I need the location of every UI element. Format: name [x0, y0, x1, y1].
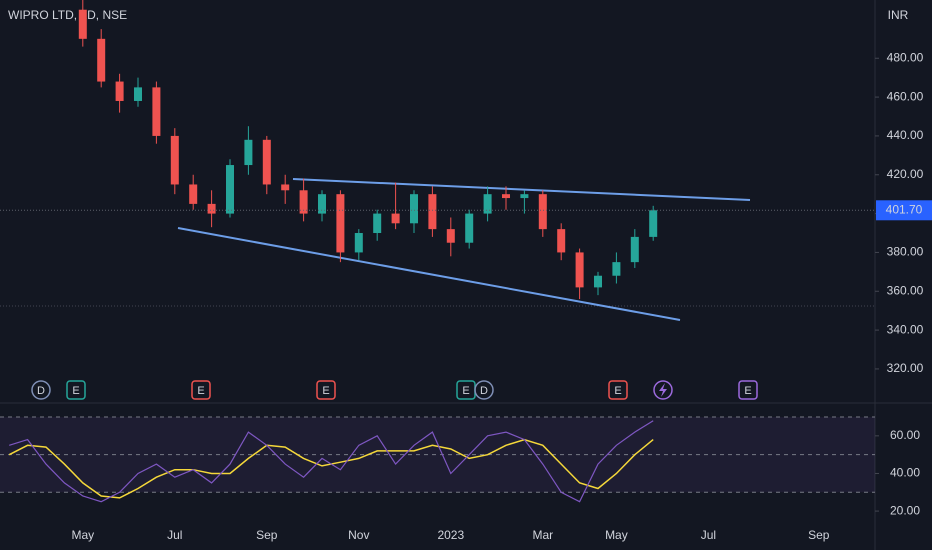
- candle-body: [612, 262, 621, 276]
- candle-body: [336, 194, 345, 253]
- currency: INR: [888, 8, 909, 22]
- candle-body: [649, 210, 658, 237]
- event-label: D: [37, 385, 45, 397]
- event-label: D: [480, 385, 488, 397]
- candle-body: [575, 252, 584, 288]
- y-tick-label: 60.00: [890, 428, 920, 442]
- candle-body: [318, 194, 326, 214]
- y-tick-label: 460.00: [887, 89, 924, 103]
- y-tick-label: 380.00: [887, 245, 924, 259]
- candle-body: [520, 194, 529, 199]
- candle-body: [538, 194, 547, 230]
- candle-body: [115, 81, 124, 101]
- candle-body: [207, 203, 216, 214]
- candle-body: [189, 184, 198, 204]
- event-label: E: [744, 385, 751, 397]
- candle-body: [226, 165, 234, 214]
- x-tick-label: Nov: [348, 528, 369, 542]
- candle-body: [97, 38, 106, 82]
- event-label: E: [197, 385, 204, 397]
- event-marker[interactable]: [316, 380, 336, 400]
- y-tick-label: 440.00: [887, 128, 924, 142]
- candle-body: [262, 139, 271, 185]
- y-tick-label: 20.00: [890, 503, 920, 517]
- event-label: E: [322, 385, 329, 397]
- y-tick-label: 40.00: [890, 466, 920, 480]
- event-label: E: [614, 385, 621, 397]
- x-tick-label: Mar: [532, 528, 553, 542]
- candle-body: [465, 213, 474, 243]
- trend-line: [177, 227, 681, 321]
- rsi-lines: [8, 420, 654, 503]
- event-marker[interactable]: [191, 380, 211, 400]
- event-marker[interactable]: [31, 380, 51, 400]
- last-price-label: 401.70: [886, 202, 923, 216]
- candle-body: [594, 275, 602, 288]
- y-tick-label: 360.00: [887, 283, 924, 297]
- candle-body: [152, 87, 161, 136]
- candle-body: [299, 190, 308, 214]
- candle-body: [446, 229, 455, 243]
- x-tick-label: May: [71, 528, 94, 542]
- event-icon[interactable]: [653, 380, 673, 400]
- rsi-line: [9, 420, 654, 503]
- y-tick-label: 480.00: [887, 50, 924, 64]
- candle-body: [170, 135, 179, 185]
- x-tick-label: May: [605, 528, 628, 542]
- last-price-box: [876, 200, 932, 221]
- candle-body: [428, 194, 437, 230]
- candle-body: [354, 233, 363, 253]
- candle-body: [410, 194, 418, 224]
- x-tick-label: 2023: [437, 528, 464, 542]
- x-tick-label: Sep: [256, 528, 278, 542]
- candle-body: [134, 87, 142, 101]
- event-label: E: [72, 385, 79, 397]
- y-tick-label: 320.00: [887, 361, 924, 375]
- x-tick-label: Jul: [167, 528, 182, 542]
- candle-body: [391, 213, 400, 224]
- event-label: E: [462, 385, 469, 397]
- y-tick-label: 340.00: [887, 322, 924, 336]
- chart-title: WIPRO LTD, 1D, NSE: [8, 8, 127, 22]
- trend-line: [292, 178, 751, 201]
- candle-body: [78, 9, 87, 39]
- candle-body: [244, 139, 253, 166]
- candles: [78, 0, 658, 300]
- event-marker[interactable]: [738, 380, 758, 400]
- candle-body: [483, 194, 492, 214]
- event-marker[interactable]: [608, 380, 628, 400]
- y-tick-label: 420.00: [887, 167, 924, 181]
- x-tick-label: Jul: [701, 528, 716, 542]
- candle-body: [630, 236, 639, 263]
- candle-body: [557, 229, 566, 253]
- candle-body: [281, 184, 290, 191]
- x-tick-label: Sep: [808, 528, 830, 542]
- event-marker[interactable]: [474, 380, 494, 400]
- candle-body: [373, 213, 382, 234]
- candle-body: [502, 194, 510, 199]
- event-marker[interactable]: [66, 380, 86, 400]
